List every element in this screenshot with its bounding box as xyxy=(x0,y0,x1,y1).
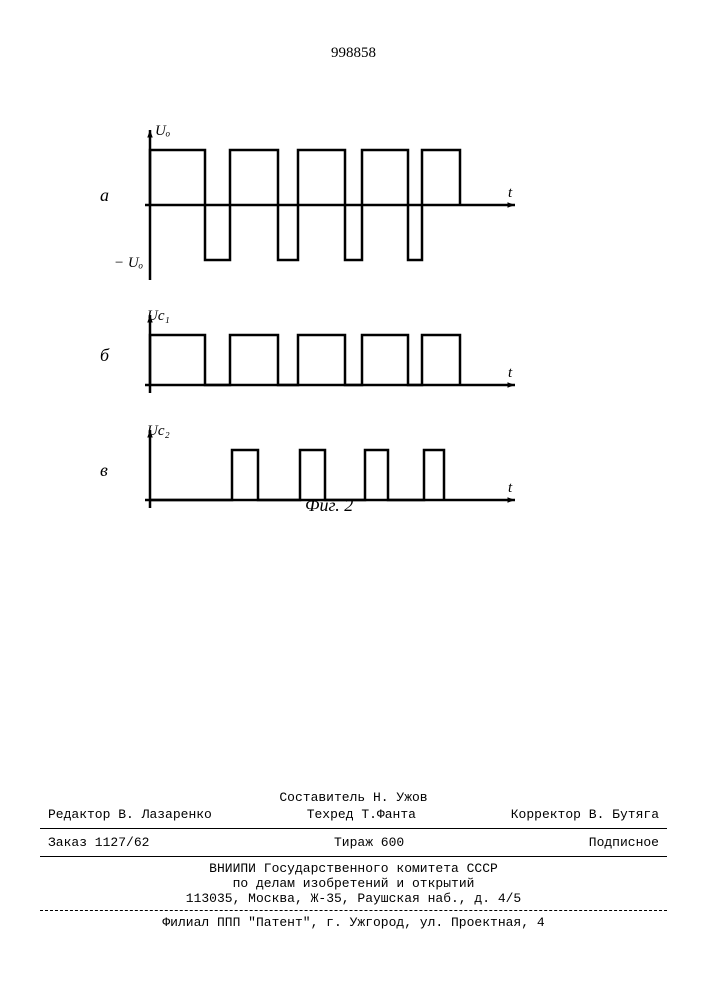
footer: Составитель Н. Ужов Редактор В. Лазаренк… xyxy=(40,790,667,930)
footer-org1: ВНИИПИ Государственного комитета СССР xyxy=(40,861,667,876)
footer-order: Заказ 1127/62 xyxy=(40,835,157,850)
xlabel-b: t xyxy=(508,365,512,382)
chart-a: а Uₒ − Uₒ t xyxy=(130,125,550,285)
footer-addr1: 113035, Москва, Ж-35, Раушская наб., д. … xyxy=(40,891,667,906)
footer-org2: по делам изобретений и открытий xyxy=(40,876,667,891)
ylabel-c: Uc₂ xyxy=(147,423,170,440)
footer-subscription: Подписное xyxy=(581,835,667,850)
footer-tirage: Тираж 600 xyxy=(326,835,412,850)
waveform-a xyxy=(130,125,520,285)
ylabel-top-a: Uₒ xyxy=(155,123,170,140)
xlabel-c: t xyxy=(508,480,512,497)
ylabel-b: Uc₁ xyxy=(147,308,170,325)
footer-corrector: Корректор В. Бутяга xyxy=(503,807,667,822)
waveform-b xyxy=(130,310,520,400)
row-label-c: в xyxy=(100,460,108,481)
row-label-b: б xyxy=(100,345,109,366)
footer-addr2: Филиал ППП "Патент", г. Ужгород, ул. Про… xyxy=(40,915,667,930)
charts-container: а Uₒ − Uₒ t б Uc₁ t в Uc₂ t Фиг. 2 xyxy=(130,125,550,540)
xlabel-a: t xyxy=(508,185,512,202)
chart-b: б Uc₁ t xyxy=(130,310,550,400)
ylabel-bot-a: − Uₒ xyxy=(114,255,143,272)
figure-caption: Фиг. 2 xyxy=(305,495,353,516)
footer-compiler: Составитель Н. Ужов xyxy=(40,790,667,805)
footer-tech: Техред Т.Фанта xyxy=(299,807,424,822)
footer-editor: Редактор В. Лазаренко xyxy=(40,807,220,822)
row-label-a: а xyxy=(100,185,109,206)
page-number: 998858 xyxy=(331,45,376,62)
